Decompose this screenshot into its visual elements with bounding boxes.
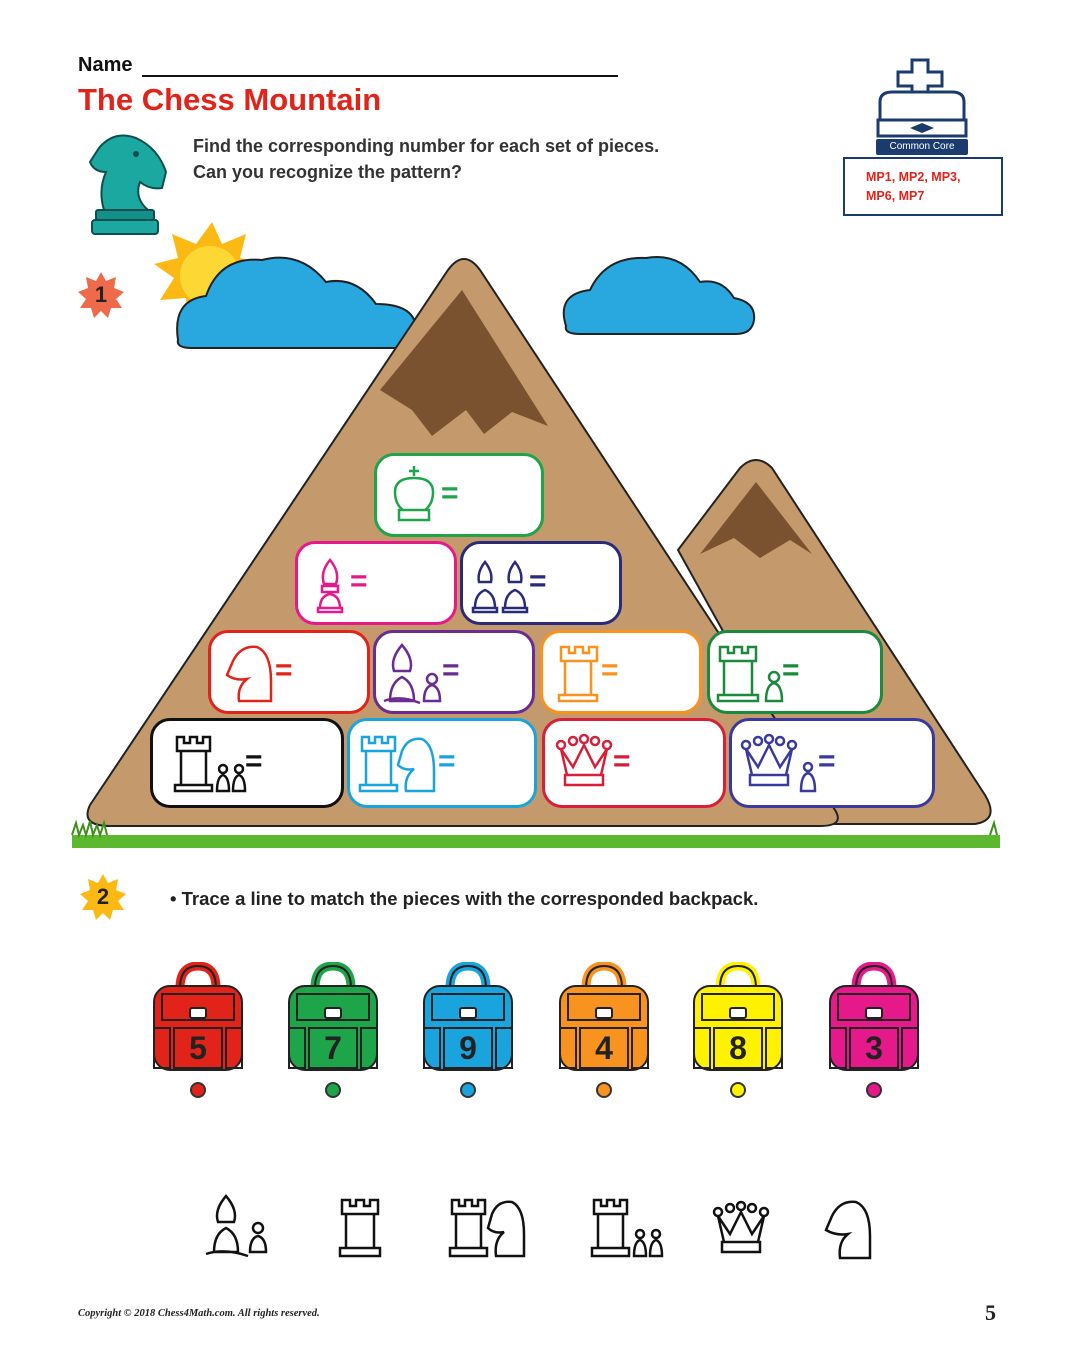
rook-knight-piece-icon [448, 1198, 526, 1258]
equals-sign: = [529, 564, 547, 598]
rook-icon [557, 645, 599, 703]
starburst-icon [78, 272, 124, 318]
name-input-line[interactable] [142, 75, 618, 77]
section-1-badge: 1 [78, 272, 124, 318]
backpack-2: 7 [285, 961, 381, 1072]
equals-sign: = [601, 653, 619, 687]
name-label: Name [78, 54, 133, 76]
queen-pawn-icon [740, 733, 817, 793]
two-bishops-icon [471, 559, 529, 614]
common-core-label: Common Core [876, 139, 968, 155]
equals-sign: = [438, 744, 456, 778]
backpack-icon [559, 961, 649, 1071]
copyright-text: Copyright © 2018 Chess4Math.com. All rig… [78, 1308, 320, 1319]
backpack-number: 5 [189, 1030, 207, 1066]
backpack-number: 3 [865, 1030, 883, 1066]
stone-queen-pawn: = [729, 718, 935, 808]
bishop-icon [316, 558, 344, 614]
standards-box [843, 157, 1003, 216]
page-number: 5 [985, 1300, 996, 1325]
backpack-number: 8 [729, 1030, 747, 1066]
stone-bishop-pawn: = [373, 630, 535, 714]
match-dot[interactable] [460, 1082, 476, 1098]
stone-rook-knight: = [347, 718, 537, 808]
backpack-icon [423, 961, 513, 1071]
queen-icon [555, 733, 613, 787]
king-icon [393, 466, 435, 522]
backpack-number: 4 [595, 1030, 613, 1066]
backpack-icon [153, 961, 243, 1071]
backpack-icon [693, 961, 783, 1071]
trace-instruction: • Trace a line to match the pieces with … [170, 888, 759, 909]
equals-sign: = [818, 744, 836, 778]
backpack-6: 3 [826, 961, 922, 1072]
rook-pawn-icon [716, 645, 784, 703]
stone-rook-two-pawns: = [150, 718, 344, 808]
section-2-number: 2 [96, 884, 110, 909]
equals-sign: = [782, 653, 800, 687]
backpack-number: 9 [459, 1030, 477, 1066]
stone-king: = [374, 453, 544, 537]
equals-sign: = [275, 653, 293, 687]
stone-two-bishops: = [460, 541, 622, 625]
backpack-icon [829, 961, 919, 1071]
bottom-pieces-row [205, 1194, 872, 1260]
backpack-4: 4 [556, 961, 652, 1072]
page-title: The Chess Mountain [78, 82, 382, 117]
stone-queen: = [542, 718, 726, 808]
standards-line-1: MP1, MP2, MP3, [866, 170, 961, 184]
rook-knight-icon [358, 735, 436, 793]
equals-sign: = [245, 744, 263, 778]
king-outline-icon [876, 58, 968, 138]
match-dot[interactable] [325, 1082, 341, 1098]
bishop-pawn-piece-icon [205, 1194, 268, 1258]
queen-piece-icon [712, 1200, 770, 1254]
grass-strip [72, 835, 1000, 848]
match-dot[interactable] [730, 1082, 746, 1098]
backpack-1: 5 [150, 961, 246, 1072]
stone-knight: = [208, 630, 370, 714]
knight-piece-icon [824, 1200, 872, 1260]
instruction-line-2: Can you recognize the pattern? [193, 162, 463, 182]
section-2-badge: 2 [80, 874, 126, 920]
backpack-5: 8 [690, 961, 786, 1072]
backpack-icon [288, 961, 378, 1071]
equals-sign: = [350, 564, 368, 598]
match-dot[interactable] [596, 1082, 612, 1098]
rook-two-pawns-icon [173, 735, 247, 793]
standards-line-2: MP6, MP7 [866, 189, 925, 203]
equals-sign: = [442, 653, 460, 687]
knight-icon [225, 645, 273, 703]
stone-bishop: = [295, 541, 457, 625]
rook-piece-icon [338, 1198, 382, 1258]
equals-sign: = [613, 744, 631, 778]
starburst-icon [80, 874, 126, 920]
match-dot[interactable] [190, 1082, 206, 1098]
instructions: Find the corresponding number for each s… [193, 133, 659, 185]
knight-illustration-icon [88, 134, 168, 235]
rook-two-pawns-piece-icon [590, 1198, 664, 1258]
backpack-number: 7 [324, 1030, 342, 1066]
standards-text: MP1, MP2, MP3, MP6, MP7 [866, 168, 986, 206]
backpack-3: 9 [420, 961, 516, 1072]
stone-rook: = [540, 630, 702, 714]
stone-rook-pawn: = [707, 630, 883, 714]
cloud-right-icon [562, 256, 756, 335]
match-dot[interactable] [866, 1082, 882, 1098]
section-1-number: 1 [94, 282, 108, 307]
instruction-line-1: Find the corresponding number for each s… [193, 136, 660, 156]
bishop-pawn-icon [383, 643, 442, 705]
equals-sign: = [441, 476, 459, 510]
